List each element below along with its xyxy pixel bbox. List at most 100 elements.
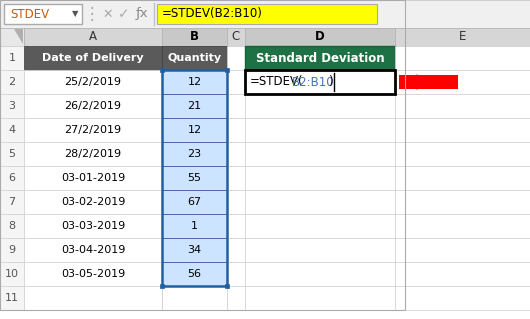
Bar	[245, 262, 395, 286]
Bar	[227, 190, 245, 214]
Bar	[227, 70, 245, 94]
Bar	[24, 118, 162, 142]
Text: A: A	[89, 31, 97, 43]
Bar	[162, 94, 227, 118]
Bar	[225, 68, 229, 72]
Bar	[24, 46, 162, 70]
Bar	[24, 142, 162, 166]
Bar	[227, 262, 245, 286]
Text: 67: 67	[188, 197, 201, 207]
Bar	[227, 214, 245, 238]
Bar	[395, 286, 530, 310]
Text: ƒx: ƒx	[136, 8, 148, 20]
Text: 03-03-2019: 03-03-2019	[61, 221, 125, 231]
Bar	[0, 118, 24, 142]
Text: 25/2/2019: 25/2/2019	[65, 77, 121, 87]
Bar	[245, 94, 395, 118]
Bar	[162, 214, 227, 238]
Bar	[24, 28, 162, 46]
Bar	[0, 166, 24, 190]
Bar	[0, 46, 24, 70]
Bar	[227, 166, 245, 190]
Text: 03-01-2019: 03-01-2019	[61, 173, 125, 183]
Bar	[395, 262, 530, 286]
Bar	[162, 262, 227, 286]
Text: 12: 12	[188, 125, 201, 135]
Bar	[160, 284, 164, 288]
Bar	[0, 190, 24, 214]
Bar	[162, 142, 227, 166]
Text: ✕: ✕	[103, 8, 113, 20]
Bar	[162, 190, 227, 214]
Text: 56: 56	[188, 269, 201, 279]
Bar	[245, 142, 395, 166]
Text: 28/2/2019: 28/2/2019	[65, 149, 121, 159]
Text: =STDEV(B2:B10): =STDEV(B2:B10)	[162, 8, 263, 20]
Bar	[245, 118, 395, 142]
Bar	[245, 238, 395, 262]
Text: 34: 34	[188, 245, 201, 255]
Text: ✓: ✓	[118, 7, 130, 21]
Bar	[0, 28, 24, 46]
Text: 55: 55	[188, 173, 201, 183]
Text: 12: 12	[188, 77, 201, 87]
Bar	[227, 238, 245, 262]
Bar	[395, 190, 530, 214]
Bar	[245, 286, 395, 310]
Bar	[395, 70, 530, 94]
Text: 23: 23	[188, 149, 201, 159]
Bar	[395, 118, 530, 142]
Bar	[0, 214, 24, 238]
Bar	[162, 46, 227, 70]
Text: ⋮: ⋮	[84, 5, 100, 23]
Bar	[227, 118, 245, 142]
Bar	[4, 4, 82, 24]
Bar	[24, 166, 162, 190]
Polygon shape	[14, 29, 23, 44]
Bar	[160, 68, 164, 72]
Bar	[24, 70, 162, 94]
Text: 2: 2	[8, 77, 15, 87]
Bar	[24, 262, 162, 286]
Bar	[245, 28, 395, 46]
Text: D: D	[315, 31, 325, 43]
Bar	[24, 238, 162, 262]
Bar	[24, 190, 162, 214]
Text: Quantity: Quantity	[167, 53, 222, 63]
Bar	[395, 28, 530, 46]
Bar	[227, 94, 245, 118]
Bar	[399, 75, 458, 89]
Bar	[227, 286, 245, 310]
Bar	[157, 4, 377, 24]
Text: 10: 10	[5, 269, 19, 279]
Text: 03-02-2019: 03-02-2019	[61, 197, 125, 207]
Text: 1: 1	[191, 221, 198, 231]
Text: C: C	[232, 31, 240, 43]
Bar	[0, 286, 24, 310]
Bar	[227, 142, 245, 166]
Text: 8: 8	[8, 221, 15, 231]
Text: 6: 6	[8, 173, 15, 183]
Bar	[395, 46, 530, 70]
Bar	[162, 166, 227, 190]
Bar	[0, 238, 24, 262]
Bar	[0, 94, 24, 118]
Bar	[162, 118, 227, 142]
Bar	[227, 28, 245, 46]
Bar	[0, 262, 24, 286]
Bar	[225, 284, 229, 288]
Bar	[162, 28, 227, 46]
Text: 21: 21	[188, 101, 201, 111]
Bar	[245, 190, 395, 214]
Text: STDEV: STDEV	[10, 8, 49, 20]
Bar	[395, 238, 530, 262]
Text: B: B	[190, 31, 199, 43]
Bar	[24, 214, 162, 238]
Bar	[227, 46, 245, 70]
Text: 03-04-2019: 03-04-2019	[61, 245, 125, 255]
Bar	[245, 214, 395, 238]
Bar	[245, 46, 395, 70]
Bar	[0, 0, 530, 28]
Text: 27/2/2019: 27/2/2019	[65, 125, 121, 135]
Bar	[24, 286, 162, 310]
